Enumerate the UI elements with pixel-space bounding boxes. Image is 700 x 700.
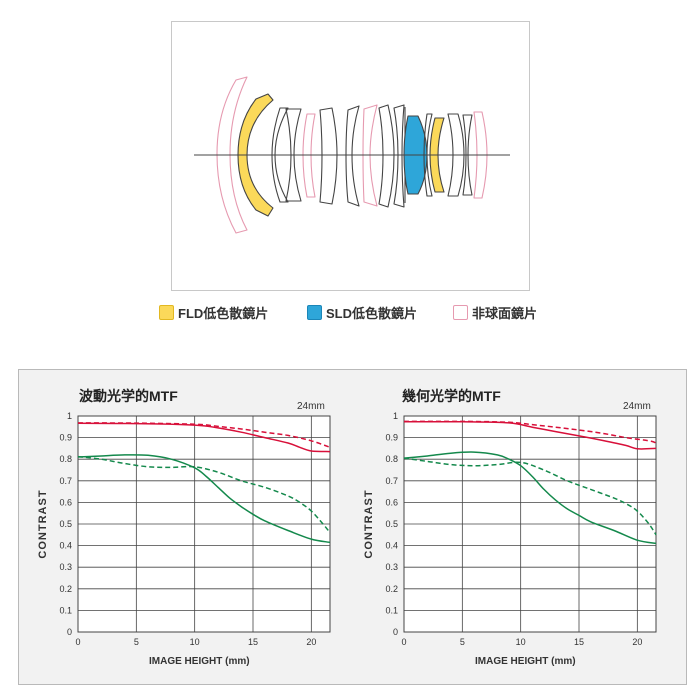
mtf-right-ytick-label: 1 [393, 411, 398, 421]
mtf-right-ytick-label: 0 [393, 627, 398, 637]
mtf-right-xlabel: IMAGE HEIGHT (mm) [475, 656, 576, 667]
mtf-left-xtick-label: 10 [190, 637, 200, 647]
lens-construction-panel [171, 21, 530, 291]
lens-construction-diagram [194, 76, 510, 234]
mtf-right-ytick-label: 0.1 [385, 605, 398, 615]
legend-label-fld: FLD低色散鏡片 [178, 305, 269, 321]
lens-element-2-fld [237, 93, 274, 217]
lens-element-5-aspherical [302, 113, 316, 198]
mtf-right-xtick-label: 20 [632, 637, 642, 647]
legend-swatch-aspherical [453, 304, 468, 320]
mtf-left-chart: 00.10.20.30.40.50.60.70.80.910 5 10 15 20 [59, 411, 331, 647]
mtf-right-ytick-label: 0.2 [385, 584, 398, 594]
legend-item-aspherical: 非球面鏡片 [453, 301, 537, 323]
lens-legend: FLD低色散鏡片 SLD低色散鏡片 非球面鏡片 [0, 301, 700, 323]
mtf-right-xtick-label: 0 [401, 637, 406, 647]
mtf-right-ytick-label: 0.4 [385, 541, 398, 551]
lens-element-8-aspherical [362, 104, 378, 207]
mtf-right-ytick-label: 0.5 [385, 519, 398, 529]
mtf-left-ytick-label: 0 [67, 627, 72, 637]
lens-element-15 [462, 114, 473, 196]
mtf-left-ytick-label: 0.3 [59, 562, 72, 572]
mtf-left-ytick-label: 0.5 [59, 519, 72, 529]
mtf-left-series-red-dashed [77, 422, 331, 449]
mtf-left-ytick-label: 0.2 [59, 584, 72, 594]
mtf-left-title: 波動光学的MTF [79, 388, 178, 404]
mtf-left-ytick-label: 0.4 [59, 541, 72, 551]
mtf-left-ytick-label: 0.9 [59, 433, 72, 443]
lens-element-14 [447, 113, 465, 197]
lens-element-10 [393, 104, 405, 208]
legend-swatch-sld [307, 304, 322, 320]
mtf-right-frame [403, 415, 657, 633]
mtf-right-xtick-label: 10 [516, 637, 526, 647]
mtf-right-series-green-solid [403, 451, 657, 545]
lens-element-12 [423, 113, 433, 197]
mtf-left-ytick-label: 1 [67, 411, 72, 421]
lens-element-4 [285, 108, 302, 202]
legend-item-fld: FLD低色散鏡片 [159, 301, 268, 323]
mtf-left-xtick-label: 0 [75, 637, 80, 647]
mtf-right-ytick-label: 0.6 [385, 497, 398, 507]
mtf-left-ytick-label: 0.7 [59, 476, 72, 486]
mtf-left-series-green-dashed [77, 455, 331, 534]
mtf-right-series-red-dashed [403, 420, 657, 444]
mtf-charts-panel: 波動光学的MTF 24mm CONTRAST IMAGE HEIGHT (mm)… [18, 369, 687, 685]
mtf-left-focal-label: 24mm [297, 401, 325, 412]
lens-element-3 [271, 107, 289, 203]
legend-item-sld: SLD低色散鏡片 [307, 301, 417, 323]
mtf-left-xtick-label: 15 [248, 637, 258, 647]
mtf-left-series-green-solid [77, 454, 331, 544]
mtf-left-xtick-label: 20 [306, 637, 316, 647]
lens-element-6 [319, 107, 338, 205]
mtf-left-xlabel: IMAGE HEIGHT (mm) [149, 656, 250, 667]
mtf-right-chart: 00.10.20.30.40.50.60.70.80.910 5 10 15 20 [385, 411, 657, 647]
legend-label-aspherical: 非球面鏡片 [472, 305, 538, 321]
mtf-right-ytick-label: 0.7 [385, 476, 398, 486]
lens-element-9 [378, 104, 395, 208]
mtf-right-focal-label: 24mm [623, 401, 651, 412]
mtf-right-ytick-label: 0.8 [385, 454, 398, 464]
mtf-left-ytick-label: 0.8 [59, 454, 72, 464]
mtf-right-title: 幾何光学的MTF [402, 388, 501, 404]
legend-swatch-fld [159, 304, 174, 320]
mtf-left-ytick-label: 0.6 [59, 497, 72, 507]
legend-label-sld: SLD低色散鏡片 [326, 305, 418, 321]
mtf-left-frame [77, 415, 331, 633]
lens-element-16-aspherical [473, 111, 488, 199]
mtf-right-xtick-label: 15 [574, 637, 584, 647]
lens-element-1-aspherical [216, 76, 248, 234]
mtf-right-xtick-label: 5 [460, 637, 465, 647]
mtf-right-series-green-dashed [403, 457, 657, 536]
mtf-left-ytick-label: 0.1 [59, 605, 72, 615]
mtf-right-ytick-label: 0.9 [385, 433, 398, 443]
mtf-right-ytick-label: 0.3 [385, 562, 398, 572]
lens-element-7 [345, 105, 360, 207]
mtf-left-xtick-label: 5 [134, 637, 139, 647]
